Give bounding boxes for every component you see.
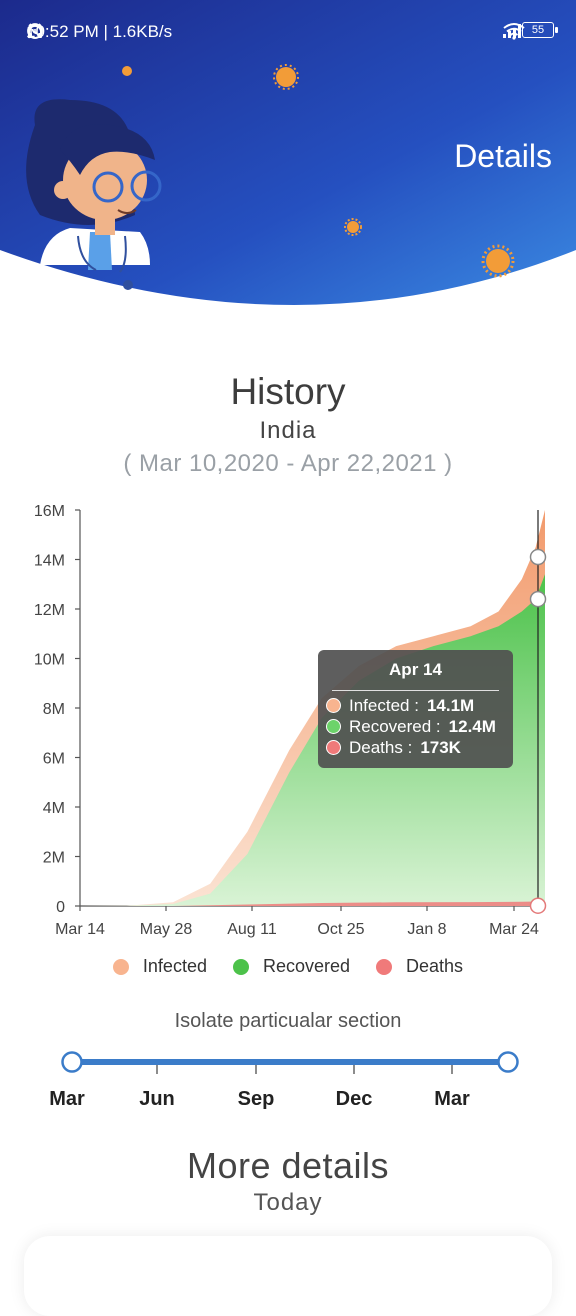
y-tick-label: 10M [34, 652, 65, 669]
history-title: History [230, 371, 346, 412]
slider-month-labels: Mar Jun Sep Dec Mar [0, 1088, 576, 1118]
tooltip-deaths-value: 173K [420, 737, 461, 757]
slider-month: Dec [335, 1088, 373, 1110]
slider-month: Mar [434, 1088, 470, 1110]
series-area-deaths [80, 901, 545, 906]
recovered-dot [326, 719, 341, 734]
battery-icon: 55 [522, 22, 558, 38]
more-details-title: More details [186, 1145, 390, 1186]
header-background [0, 0, 576, 305]
tooltip-date: Apr 14 [389, 660, 442, 679]
chart-tooltip: Apr 14 Infected : 14.1M Recovered : 12.4… [318, 650, 513, 768]
y-tick-label: 6M [43, 751, 65, 768]
y-tick-label: 4M [43, 800, 65, 817]
chart-cursor[interactable] [529, 510, 547, 914]
isolate-label: Isolate particualar section [174, 1010, 402, 1032]
legend-recovered[interactable]: Recovered [232, 956, 351, 977]
tooltip-recovered-value: 12.4M [448, 716, 496, 736]
range-slider[interactable] [0, 1040, 576, 1120]
tooltip-recovered-row: Recovered : 12.4M [318, 716, 513, 737]
y-tick-label: 2M [43, 850, 65, 867]
cursor-point-infected [529, 548, 547, 566]
slider-month: Sep [237, 1088, 275, 1110]
legend-infected-label: Infected [142, 956, 207, 976]
y-tick-label: 14M [34, 553, 65, 570]
today-details-card[interactable] [24, 1236, 552, 1316]
status-bar: 10:52 PM | 1.6KB/s 55 [0, 0, 576, 56]
legend-recovered-label: Recovered [262, 956, 351, 976]
x-tick-label: Aug 11 [227, 921, 277, 938]
tooltip-deaths-row: Deaths : 173K [318, 737, 513, 758]
cursor-point-deaths [529, 897, 547, 914]
doctor-avatar-icon [26, 99, 162, 290]
legend-deaths-label: Deaths [406, 956, 464, 976]
legend-infected[interactable]: Infected [112, 956, 207, 977]
slider-month: Jun [139, 1088, 175, 1110]
cursor-point-recovered [529, 590, 547, 608]
x-tick-label: Oct 25 [317, 921, 364, 938]
more-details-section: More details Today [0, 1144, 576, 1218]
infected-dot [326, 698, 341, 713]
x-tick-label: Mar 24 [489, 921, 539, 938]
x-tick-label: Jan 8 [407, 921, 446, 938]
slider-end-handle[interactable] [497, 1051, 519, 1073]
legend-deaths-dot [376, 958, 393, 975]
slider-start-handle[interactable] [61, 1051, 83, 1073]
virus-icon [122, 64, 515, 278]
deaths-dot [326, 740, 341, 755]
header-banner: 10:52 PM | 1.6KB/s 55 Details [0, 0, 576, 320]
more-details-subtitle: Today [253, 1189, 323, 1216]
y-tick-label: 12M [34, 602, 65, 619]
slider-month: Mar [49, 1088, 85, 1110]
legend-deaths[interactable]: Deaths [376, 956, 463, 977]
y-tick-label: 0 [56, 899, 65, 916]
chart-legend: Infected Recovered Deaths [0, 956, 576, 977]
tooltip-infected-label: Infected : [349, 695, 419, 715]
slider-track[interactable] [72, 1059, 508, 1065]
x-tick-label: Mar 14 [55, 921, 105, 938]
legend-infected-dot [112, 958, 129, 975]
tooltip-infected-value: 14.1M [426, 695, 475, 715]
tooltip-recovered-label: Recovered : [349, 716, 441, 736]
tooltip-deaths-label: Deaths : [349, 737, 413, 757]
date-range: ( Mar 10,2020 - Apr 22,2021 ) [123, 450, 453, 477]
status-time: 10:52 PM | 1.6KB/s [26, 22, 173, 41]
history-title-block: History India ( Mar 10,2020 - Apr 22,202… [0, 370, 576, 480]
y-tick-label: 8M [43, 701, 65, 718]
tooltip-infected-row: Infected : 14.1M [318, 695, 513, 716]
y-tick-label: 16M [34, 503, 65, 520]
x-tick-label: May 28 [140, 921, 193, 938]
legend-recovered-dot [232, 958, 249, 975]
page-title: Details [454, 138, 552, 174]
tooltip-divider [332, 690, 499, 691]
country-label: India [259, 417, 317, 444]
